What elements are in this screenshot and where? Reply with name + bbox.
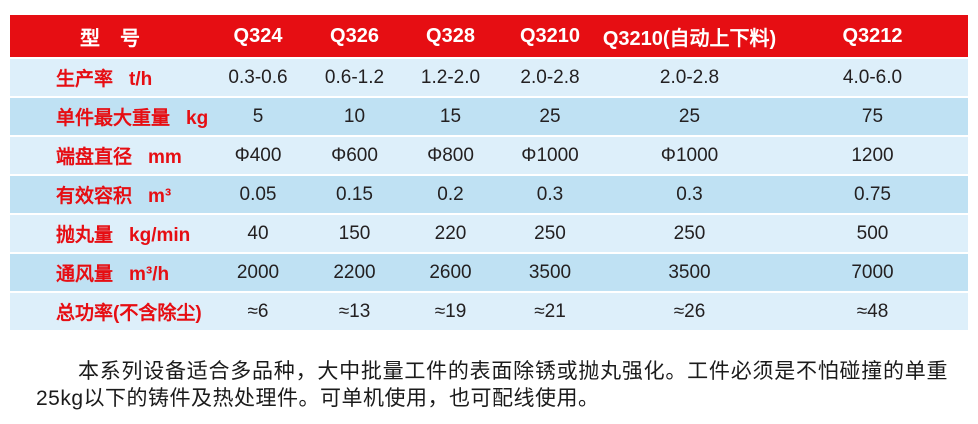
spec-value: 150: [338, 222, 371, 244]
row-label-name: 单件最大重量: [56, 108, 171, 129]
spec-value: 0.3: [536, 183, 564, 205]
row-label: 端盘直径 mm: [10, 137, 210, 174]
spec-value: 0.15: [336, 183, 373, 205]
spec-value: 3500: [668, 261, 711, 283]
row-label-name: 通风量: [56, 264, 114, 285]
spec-value: ≈48: [856, 300, 889, 322]
spec-value: 4.0-6.0: [842, 66, 903, 88]
model-header: Q3210(自动上下料): [602, 15, 777, 57]
spec-value: 0.6-1.2: [324, 66, 385, 88]
spec-value: Φ1000: [521, 144, 579, 166]
model-header: Q3212: [777, 15, 968, 57]
spec-value: 15: [439, 105, 462, 127]
spec-value: ≈26: [673, 300, 706, 322]
spec-value: 3500: [528, 261, 572, 283]
spec-value: 0.75: [854, 183, 891, 205]
model-header: Q328: [403, 15, 498, 57]
row-label-name: 有效容积: [56, 186, 133, 207]
row-label-name: 总功率(不含除尘): [56, 303, 202, 324]
spec-value: Φ600: [331, 144, 378, 166]
spec-row: 通风量 m³/h 2000 2200 2600 3500 3500 7000: [10, 254, 968, 291]
row-label-unit: m³: [148, 186, 172, 207]
spec-value: Φ1000: [660, 144, 719, 166]
spec-row: 端盘直径 mm Φ400 Φ600 Φ800 Φ1000 Φ1000 1200: [10, 137, 968, 174]
spec-value: 75: [861, 105, 884, 127]
row-label-name: 端盘直径: [56, 147, 133, 168]
spec-value: 2000: [236, 261, 280, 283]
spec-value: 0.05: [239, 183, 277, 205]
spec-table-body: 生产率 t/h 0.3-0.6 0.6-1.2 1.2-2.0 2.0-2.8 2.0-2.…: [10, 59, 968, 330]
spec-value: 250: [534, 222, 566, 244]
spec-value: 2.0-2.8: [659, 66, 720, 88]
spec-value: 7000: [851, 261, 894, 283]
row-label: 抛丸量 kg/min: [10, 215, 210, 252]
spec-value: 40: [247, 222, 269, 244]
header-row: 型 号 Q324 Q326 Q328 Q3210 Q3210(自动上下料) Q3212: [10, 15, 968, 57]
model-header: Q324: [210, 15, 306, 57]
spec-value: ≈6: [247, 300, 269, 322]
spec-value: ≈19: [434, 300, 467, 322]
row-label: 单件最大重量 kg: [10, 98, 210, 135]
spec-value: 25: [678, 105, 701, 127]
spec-value: 0.3-0.6: [228, 66, 288, 88]
row-label-name: 生产率: [56, 69, 114, 90]
row-label-unit: kg: [186, 108, 209, 129]
spec-value: 2.0-2.8: [520, 66, 580, 88]
spec-value: 5: [252, 105, 264, 127]
model-header: Q326: [306, 15, 403, 57]
row-label: 有效容积 m³: [10, 176, 210, 213]
spec-value: 0.3: [676, 183, 703, 205]
spec-value: Φ800: [427, 144, 474, 166]
spec-row: 抛丸量 kg/min 40 150 220 250 250 500: [10, 215, 968, 252]
spec-value: Φ400: [234, 144, 282, 166]
spec-value: 25: [539, 105, 561, 127]
spec-row: 单件最大重量 kg 5 10 15 25 25 75: [10, 98, 968, 135]
spec-value: 500: [856, 222, 889, 244]
spec-value: 10: [343, 105, 366, 127]
spec-row: 有效容积 m³ 0.05 0.15 0.2 0.3 0.3 0.75: [10, 176, 968, 213]
row-label: 通风量 m³/h: [10, 254, 210, 291]
row-label-unit: kg/min: [129, 225, 191, 246]
row-label: 总功率(不含除尘): [10, 293, 210, 330]
model-header: Q3210: [498, 15, 602, 57]
description-text: 本系列设备适合多品种，大中批量工件的表面除锈或抛丸强化。工件必须是不怕碰撞的单重…: [36, 360, 948, 410]
row-label-unit: m³/h: [129, 264, 170, 285]
spec-value: ≈13: [338, 300, 371, 322]
row-label: 生产率 t/h: [10, 59, 210, 96]
spec-row: 总功率(不含除尘) ≈6 ≈13 ≈19 ≈21 ≈26 ≈48: [10, 293, 968, 330]
header-model-label: 型 号: [10, 15, 210, 57]
spec-value: 0.2: [437, 183, 464, 205]
spec-value: 1200: [851, 144, 894, 166]
spec-row: 生产率 t/h 0.3-0.6 0.6-1.2 1.2-2.0 2.0-2.8 2.0-2.…: [10, 59, 968, 96]
spec-value: 2600: [429, 261, 472, 283]
spec-value: 250: [673, 222, 706, 244]
row-label-unit: mm: [148, 147, 182, 168]
spec-value: 1.2-2.0: [420, 66, 481, 88]
row-label-name: 抛丸量: [56, 225, 114, 246]
row-label-unit: t/h: [129, 69, 153, 90]
spec-value: 2200: [333, 261, 376, 283]
spec-value: 220: [434, 222, 467, 244]
spec-table: 型 号 Q324 Q326 Q328 Q3210 Q3210(自动上下料) Q3212 生…: [10, 13, 968, 332]
spec-value: ≈21: [534, 300, 566, 322]
